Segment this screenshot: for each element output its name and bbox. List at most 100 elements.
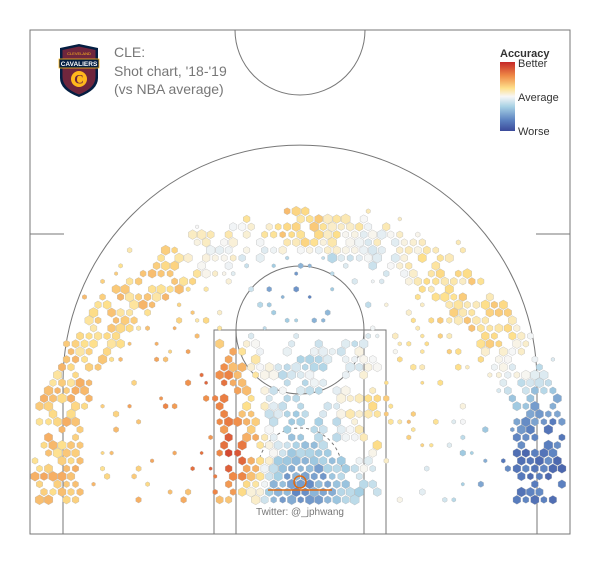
shot-hex [101, 279, 105, 284]
shot-hex [398, 217, 402, 221]
shot-hex [76, 332, 83, 340]
shot-hex [64, 481, 70, 488]
shot-hex [298, 434, 304, 441]
shot-hex [90, 339, 98, 348]
shot-hex [370, 465, 376, 472]
shot-hex [461, 435, 465, 440]
shot-hex [352, 278, 357, 284]
shot-hex [513, 495, 521, 504]
shot-hex [478, 356, 484, 363]
shot-hex [262, 434, 268, 441]
shot-hex [248, 363, 255, 371]
shot-hex [501, 458, 505, 463]
shot-hex [451, 294, 457, 301]
shot-hex [522, 465, 529, 473]
shot-hex [306, 355, 314, 365]
shot-hex [58, 440, 66, 450]
shot-hex [329, 348, 335, 355]
shot-hex [351, 231, 358, 239]
shot-hex [406, 310, 411, 316]
shot-hex [68, 348, 74, 355]
shot-hex [265, 362, 273, 372]
shot-hex [193, 269, 201, 278]
shot-hex [121, 316, 129, 326]
shot-hex [310, 347, 318, 356]
shot-hex [410, 239, 417, 247]
shot-hex [523, 340, 529, 347]
shot-hex [397, 357, 402, 363]
shot-hex [266, 395, 272, 402]
shot-hex [443, 497, 448, 502]
shot-hex [366, 333, 371, 339]
shot-hex [360, 371, 368, 380]
shot-hex [167, 270, 173, 277]
shot-hex [67, 379, 75, 388]
shot-hex [389, 404, 393, 409]
shot-hex [518, 332, 525, 340]
shot-hex [274, 487, 282, 496]
shot-hex [518, 379, 525, 388]
shot-hex [95, 301, 102, 309]
shot-hex [119, 264, 123, 269]
shot-hex [505, 371, 511, 378]
shot-hex [58, 393, 67, 403]
shot-hex [284, 238, 291, 246]
shot-hex [380, 279, 385, 284]
shot-hex [100, 294, 106, 301]
shot-hex [305, 448, 314, 458]
shot-hex [488, 373, 492, 378]
shot-hex [371, 326, 376, 331]
shot-hex [302, 410, 309, 418]
shot-hex [324, 464, 332, 474]
shot-hex [329, 488, 336, 497]
shot-hex [406, 262, 413, 269]
shot-hex [172, 278, 178, 285]
shot-hex [297, 371, 304, 379]
shot-hex [263, 326, 266, 330]
shot-hex [67, 441, 74, 449]
shot-hex [285, 256, 289, 260]
shot-hex [378, 246, 385, 254]
shot-hex [518, 348, 525, 355]
shot-hex [114, 427, 119, 433]
shot-hex [265, 409, 274, 419]
shot-hex [297, 246, 304, 254]
shot-hex [398, 419, 402, 424]
shot-hex [295, 272, 298, 276]
shot-hex [215, 339, 224, 349]
shot-hex [346, 409, 355, 419]
shot-hex [331, 287, 334, 291]
shot-hex [229, 223, 237, 232]
shot-hex [82, 295, 86, 300]
shot-hex [279, 387, 286, 395]
shot-hex [270, 231, 277, 238]
shot-hex [407, 420, 411, 424]
shot-hex [505, 465, 511, 472]
shot-hex [306, 215, 313, 223]
shot-hex [411, 427, 415, 432]
shot-hex [522, 449, 530, 458]
shot-hex [364, 410, 372, 419]
shot-hex [284, 379, 290, 386]
shot-hex [71, 417, 79, 427]
shot-hex [315, 340, 323, 349]
shot-hex [306, 479, 314, 489]
shot-hex [445, 253, 453, 263]
shot-hex [397, 247, 404, 254]
shot-hex [68, 488, 75, 496]
legend-colorbar [500, 62, 515, 131]
shot-hex [41, 442, 47, 449]
shot-hex [527, 379, 535, 388]
shot-hex [446, 301, 453, 309]
shot-hex [369, 355, 376, 363]
shot-hex [293, 441, 300, 449]
shot-hex [41, 488, 48, 496]
shot-hex [369, 230, 377, 239]
shot-hex [202, 254, 210, 263]
shot-hex [63, 465, 70, 472]
shot-hex [257, 348, 264, 356]
shot-hex [59, 426, 65, 433]
shot-hex [173, 451, 177, 455]
shot-hex [310, 363, 318, 372]
